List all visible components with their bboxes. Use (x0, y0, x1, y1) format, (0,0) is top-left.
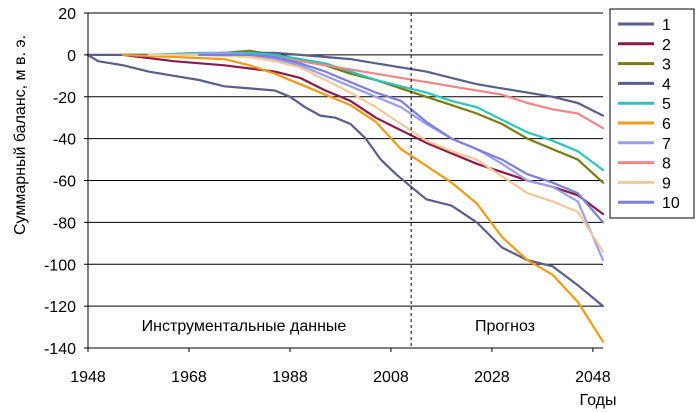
x-axis-label: Годы (580, 392, 617, 409)
series-line-9 (147, 53, 605, 253)
x-tick-label: 2008 (373, 369, 409, 386)
annotation-forecast: Прогноз (475, 318, 535, 335)
legend-label-2: 2 (662, 37, 671, 54)
series-line-1 (86, 53, 605, 308)
legend-label-6: 6 (662, 116, 671, 133)
y-tick-label: -40 (53, 132, 76, 149)
legend-label-5: 5 (662, 96, 671, 113)
annotation-instrumental: Инструментальные данные (142, 318, 347, 335)
legend-label-7: 7 (662, 136, 671, 153)
series-line-6 (122, 53, 605, 343)
x-tick-label: 1988 (272, 369, 308, 386)
y-tick-label: -20 (53, 90, 76, 107)
x-tick-label: 2048 (575, 369, 611, 386)
legend-label-8: 8 (662, 156, 671, 173)
y-tick-label: -140 (44, 341, 76, 358)
series-line-10 (198, 53, 605, 224)
legend-label-10: 10 (662, 195, 680, 212)
series-line-5 (147, 51, 605, 172)
y-tick-label: -120 (44, 299, 76, 316)
y-tick-label: -100 (44, 257, 76, 274)
legend-label-9: 9 (662, 175, 671, 192)
y-tick-label: 20 (58, 6, 76, 23)
x-tick-label: 2028 (474, 369, 510, 386)
y-tick-label: -80 (53, 215, 76, 232)
y-tick-label: 0 (67, 48, 76, 65)
legend: 1 2 3 4 5 6 7 8 9 10 (609, 8, 695, 219)
x-tick-label: 1968 (171, 369, 207, 386)
legend-box (609, 8, 695, 219)
legend-label-1: 1 (662, 17, 671, 34)
x-tick-label: 1948 (70, 369, 106, 386)
y-axis-label: Суммарный баланс, м в. э. (12, 35, 29, 235)
legend-label-3: 3 (662, 57, 671, 74)
legend-label-4: 4 (662, 76, 671, 93)
y-tick-label: -60 (53, 174, 76, 191)
